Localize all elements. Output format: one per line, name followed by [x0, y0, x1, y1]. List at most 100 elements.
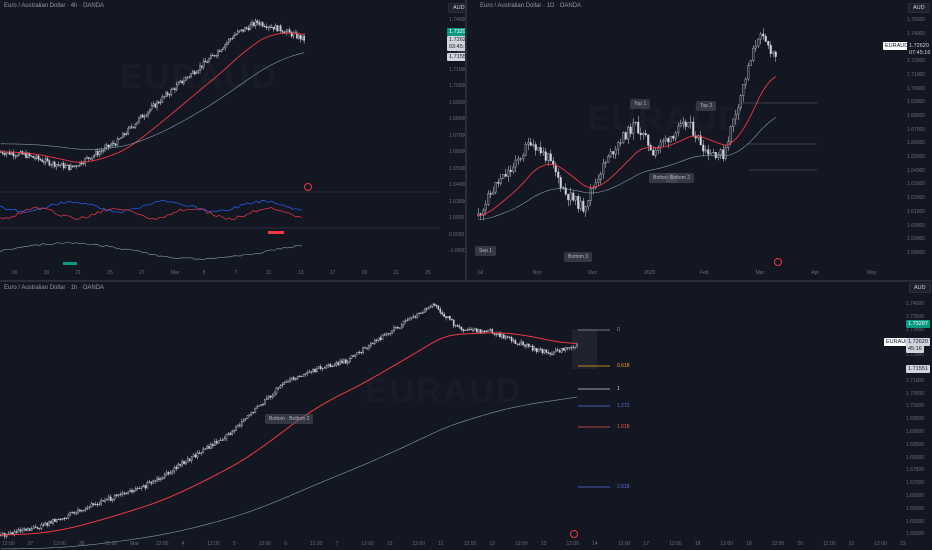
candle — [142, 485, 145, 487]
pane-4h[interactable]: EURAUD Euro / Australian Dollar · 4h · O… — [0, 0, 465, 280]
candle — [152, 480, 154, 484]
candle — [158, 478, 160, 481]
time-axis-label: 12:00 — [2, 541, 15, 547]
candle — [497, 333, 499, 336]
candle — [77, 509, 79, 514]
candle — [129, 490, 131, 492]
candle — [215, 441, 218, 444]
price-axis-label: 1.73000 — [906, 326, 925, 333]
fib-level-label: 1.618 — [617, 424, 630, 430]
candle — [549, 352, 551, 355]
pane-divider-horizontal[interactable] — [0, 280, 932, 282]
fib-level-label: 2.618 — [617, 484, 630, 490]
candle — [30, 155, 33, 157]
candle — [97, 151, 99, 156]
candle — [749, 59, 752, 66]
candle — [167, 472, 170, 475]
candle — [163, 474, 166, 478]
candle — [507, 169, 510, 177]
chart-4h[interactable] — [0, 0, 465, 280]
chart-1d[interactable] — [467, 0, 932, 280]
candle — [494, 182, 497, 193]
candle — [301, 35, 304, 40]
candle — [487, 329, 490, 332]
symbol-tag: EURAUD — [883, 42, 911, 50]
candle — [348, 358, 351, 363]
price-axis-label: 1.62000 — [907, 195, 926, 202]
candle — [539, 147, 542, 154]
oscillator-line — [0, 242, 302, 260]
candle — [225, 433, 228, 439]
time-axis-label: 2025 — [644, 270, 656, 276]
candle — [238, 30, 241, 32]
candle — [150, 105, 153, 110]
candle — [36, 527, 39, 529]
candle — [52, 161, 54, 165]
candle — [267, 26, 269, 28]
candle — [510, 337, 513, 342]
replay-icon[interactable] — [570, 530, 578, 538]
candle — [219, 50, 221, 52]
chart-1h[interactable] — [0, 282, 932, 550]
candle — [543, 349, 546, 354]
candle — [572, 346, 574, 348]
candle — [431, 303, 434, 307]
last-price-tag: 1.72620 — [907, 42, 931, 50]
symbol-tag: EURAUD — [884, 338, 912, 346]
candle — [75, 165, 78, 167]
candle — [371, 342, 374, 344]
candle — [381, 334, 384, 340]
candle — [54, 519, 56, 522]
candle — [125, 133, 128, 136]
pane-1d[interactable]: EURAUD Euro / Australian Dollar · 1D · O… — [467, 0, 932, 280]
currency-button[interactable]: AUD — [909, 283, 931, 293]
candle — [108, 496, 110, 500]
price-axis-label: 1.68500 — [906, 441, 925, 448]
candle — [119, 494, 122, 496]
candle — [28, 153, 31, 156]
candle — [524, 144, 527, 156]
candle — [652, 149, 655, 156]
currency-button[interactable]: AUD — [448, 3, 465, 13]
candle — [217, 50, 219, 56]
candle — [46, 522, 49, 526]
bottom-1-label: Bottom 1 — [649, 173, 678, 183]
candle — [410, 317, 413, 319]
candle — [102, 150, 104, 152]
currency-button[interactable]: AUD — [908, 3, 930, 13]
candle — [281, 30, 284, 33]
candle — [503, 334, 505, 339]
countdown-tag: 07:45:16 — [907, 49, 932, 57]
candle — [327, 364, 330, 366]
time-axis-label: 20 — [797, 541, 803, 547]
candle — [395, 327, 397, 329]
price-axis-label: 1.66000 — [907, 140, 926, 147]
price-axis-label: 1.66000 — [449, 149, 465, 155]
candle — [52, 519, 54, 524]
candle — [43, 161, 45, 163]
replay-icon[interactable] — [774, 258, 782, 266]
candle — [560, 347, 563, 353]
candle — [518, 343, 521, 345]
pane-divider-vertical[interactable] — [465, 0, 467, 280]
replay-icon[interactable] — [304, 183, 312, 191]
candle — [370, 342, 372, 346]
candle — [199, 65, 201, 71]
candle — [312, 369, 314, 372]
candle — [541, 348, 544, 354]
fib-level-label: 1.272 — [617, 403, 630, 409]
bid-price-tag: 1.72620 — [906, 338, 930, 346]
candle — [192, 71, 194, 74]
candle — [599, 173, 602, 180]
candle — [75, 512, 77, 514]
candle — [104, 499, 106, 502]
candle — [535, 348, 538, 352]
pane-1h[interactable]: EURAUD Euro / Australian Dollar · 1h · O… — [0, 282, 932, 550]
candle — [291, 377, 293, 380]
candle — [292, 33, 295, 37]
candle — [293, 377, 295, 380]
candle — [484, 204, 487, 211]
candle — [346, 361, 349, 364]
candle — [38, 528, 41, 530]
candle — [393, 327, 395, 331]
